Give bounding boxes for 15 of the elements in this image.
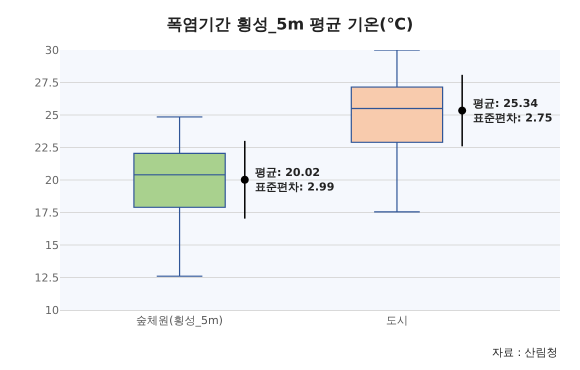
x-tick-label: 도시 [386, 314, 408, 328]
data-label: 평균: 20.02 표준편차: 2.99 [255, 166, 334, 194]
y-tick-label: 20 [45, 174, 59, 187]
x-tick-label: 숲체원(횡성_5m) [136, 314, 223, 328]
y-tick-label: 17.5 [34, 206, 59, 220]
y-tick-label: 15 [45, 238, 59, 252]
chart-title: 폭염기간 횡성_5m 평균 기온(℃) [166, 14, 414, 34]
data-label: 평균: 25.34 표준편차: 2.75 [473, 97, 552, 124]
y-tick-label: 30 [45, 44, 59, 57]
y-tick-label: 25 [45, 108, 59, 122]
y-tick-label: 10 [45, 304, 59, 317]
text: 자료 : 산림청 [492, 346, 558, 359]
y-tick-label: 27.5 [34, 76, 59, 90]
y-tick-label: 22.5 [34, 141, 59, 154]
y-tick-label: 12.5 [34, 271, 59, 284]
